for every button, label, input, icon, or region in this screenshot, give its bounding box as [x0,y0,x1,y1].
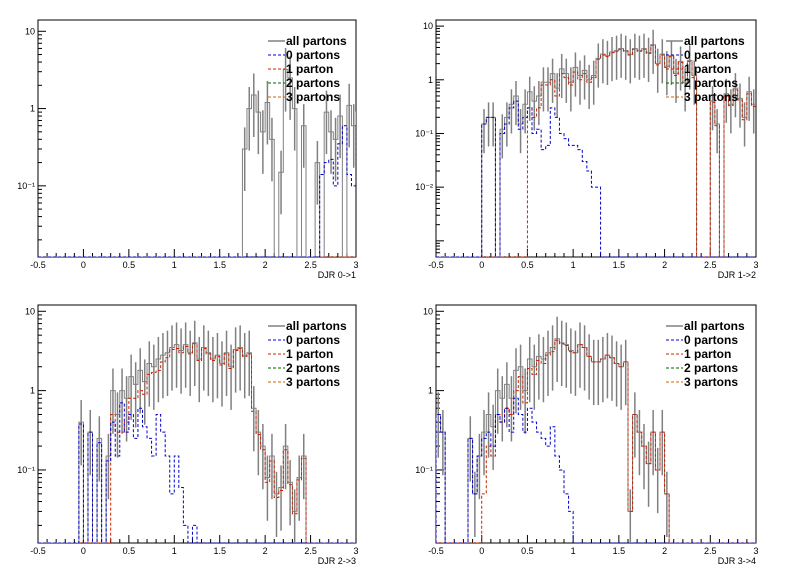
x-tick-label: 3 [753,546,758,556]
legend-entry: 0 partons [684,48,738,62]
x-tick-label: 0.5 [521,546,534,556]
x-tick-label: 1 [571,260,576,270]
x-tick-label: 2.5 [304,260,317,270]
y-tick-label: 1 [30,104,35,114]
y-tick-label: 1 [30,386,35,396]
x-tick-label: 1 [172,260,177,270]
histogram-series-group [38,47,356,257]
x-tick-label: 1 [172,546,177,556]
y-tick-label: 1 [428,386,433,396]
x-tick-label: 0.5 [521,260,534,270]
x-tick-label: 1.5 [613,260,626,270]
x-tick-label: -0.5 [428,260,444,270]
x-tick-label: 1 [571,546,576,556]
y-tick-label: 10 [423,306,433,316]
x-tick-label: 0.5 [123,260,136,270]
legend-entry: 3 partons [684,375,738,389]
x-axis-title: DJR 1->2 [718,270,756,280]
legend-entry: 1 parton [286,62,333,76]
histogram-series-group [436,29,756,257]
y-tick-label: 10 [25,306,35,316]
y-tick-label: 10⁻¹ [17,465,35,475]
legend-entry: 0 partons [286,48,340,62]
x-tick-label: 0 [81,546,86,556]
y-tick-label: 10 [423,21,433,31]
x-tick-label: 2 [662,546,667,556]
series-0-partons-line [436,397,756,543]
x-tick-label: 2 [662,260,667,270]
legend-entry: 0 partons [286,333,340,347]
legend-entry: all partons [286,34,347,48]
legend-entry: 2 partons [684,361,738,375]
y-tick-label: 10⁻¹ [17,181,35,191]
x-tick-label: 1.5 [613,546,626,556]
x-tick-label: 3 [353,260,358,270]
x-tick-label: 0.5 [123,546,136,556]
x-tick-label: 0 [479,260,484,270]
x-tick-label: 1.5 [213,260,226,270]
legend-entry: 0 partons [684,333,738,347]
x-axis-title: DJR 0->1 [318,270,356,280]
y-tick-label: 1 [428,75,433,85]
legend-entry: 1 parton [286,347,333,361]
series-0-partons-line [38,402,356,543]
y-tick-label: 10⁻² [415,182,433,192]
x-tick-label: 2.5 [704,546,717,556]
legend-entry: all partons [286,319,347,333]
x-tick-label: 2 [263,546,268,556]
x-tick-label: -0.5 [30,260,46,270]
x-tick-label: 0 [479,546,484,556]
x-tick-label: -0.5 [428,546,444,556]
x-tick-label: 2.5 [704,260,717,270]
series-0-partons-line [436,100,756,257]
histogram-series-group [436,316,756,543]
x-axis-title: DJR 3->4 [718,556,756,566]
legend-entry: all partons [684,319,745,333]
legend-entry: 1 parton [684,347,731,361]
legend-entry: 1 parton [684,62,731,76]
x-tick-label: 2 [263,260,268,270]
x-tick-label: 1.5 [213,546,226,556]
series-0-partons-line [38,125,356,257]
legend-entry: 3 partons [286,90,340,104]
legend-entry: all partons [684,34,745,48]
x-tick-label: 3 [753,260,758,270]
y-tick-label: 10⁻¹ [415,465,433,475]
x-tick-label: 0 [81,260,86,270]
series-all-partons-line [38,69,356,257]
y-tick-label: 10⁻¹ [415,128,433,138]
legend-entry: 2 partons [684,76,738,90]
legend-entry: 3 partons [286,375,340,389]
legend-entry: 2 partons [286,76,340,90]
legend-entry: 2 partons [286,361,340,375]
legend-entry: 3 partons [684,90,738,104]
x-tick-label: -0.5 [30,546,46,556]
x-tick-label: 2.5 [304,546,317,556]
y-tick-label: 10 [25,26,35,36]
x-tick-label: 3 [353,546,358,556]
x-axis-title: DJR 2->3 [318,556,356,566]
histogram-series-group [38,320,356,543]
